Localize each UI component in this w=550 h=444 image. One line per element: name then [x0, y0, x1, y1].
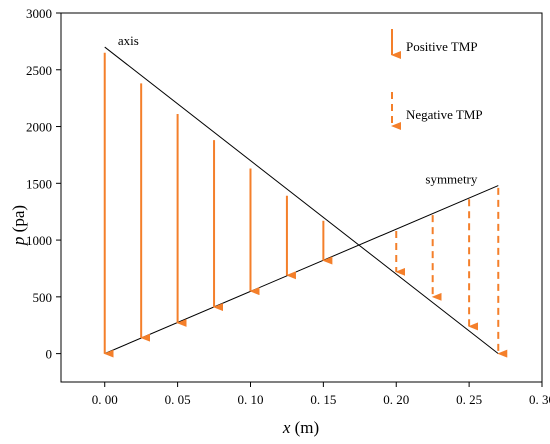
- x-tick-label: 0. 10: [237, 392, 263, 407]
- legend: Positive TMP Negative TMP: [391, 29, 483, 130]
- x-axis-title: x (m): [282, 418, 319, 437]
- y-tick-label: 0: [46, 347, 53, 362]
- y-tick-label: 2500: [26, 63, 52, 78]
- axis-tick-labels: 0. 00 0. 05 0. 10 0. 15 0. 20 0. 25 0. 30 0 500 1…: [26, 6, 550, 407]
- annotation-symmetry: symmetry: [425, 172, 477, 187]
- y-tick-label: 2000: [26, 120, 52, 135]
- y-axis-var: p: [9, 237, 28, 247]
- series-line-axis: [104, 46, 499, 355]
- y-axis-unit: (pa): [9, 205, 28, 237]
- y-tick-label: 500: [33, 290, 53, 305]
- x-tick-label: 0. 30: [529, 392, 550, 407]
- y-tick-label: 1000: [26, 233, 52, 248]
- plot-frame: [60, 12, 543, 383]
- series-line-symmetry: [104, 185, 499, 355]
- series-lines: [104, 46, 499, 355]
- legend-positive-label: Positive TMP: [406, 39, 478, 54]
- legend-negative-label: Negative TMP: [406, 107, 483, 122]
- y-tick-label: 1500: [26, 176, 52, 191]
- x-tick-label: 0. 15: [310, 392, 336, 407]
- annotation-axis: axis: [118, 33, 139, 48]
- x-axis-unit: (m): [290, 418, 319, 437]
- line-annotations: axis symmetry: [118, 33, 478, 187]
- tmp-arrows: [103, 52, 508, 358]
- x-tick-label: 0. 20: [383, 392, 409, 407]
- axis-ticks: [56, 12, 543, 387]
- x-axis-var: x: [282, 418, 291, 437]
- x-tick-label: 0. 05: [165, 392, 191, 407]
- y-tick-label: 3000: [26, 6, 52, 21]
- x-tick-label: 0. 25: [456, 392, 482, 407]
- x-tick-label: 0. 00: [92, 392, 118, 407]
- y-axis-title: p (pa): [9, 205, 28, 246]
